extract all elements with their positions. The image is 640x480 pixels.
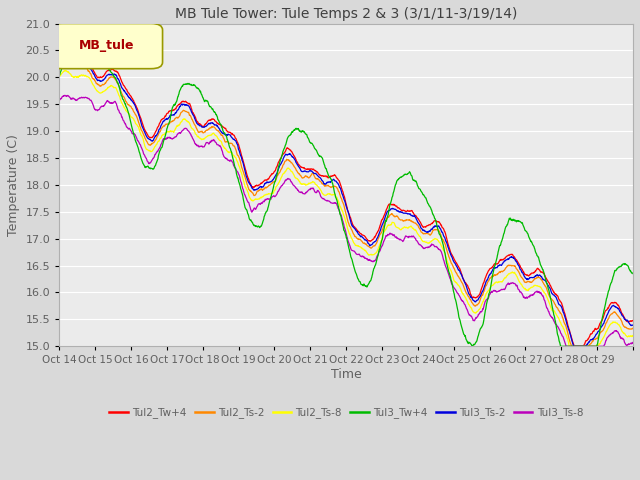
Tul3_Ts-2 — [482, 280, 490, 286]
Tul3_Ts-8 — [56, 97, 63, 103]
Tul3_Tw+4 — [145, 165, 153, 171]
Tul3_Tw+4 — [80, 32, 88, 38]
Tul3_Ts-8 — [145, 160, 153, 166]
Tul2_Ts-8 — [629, 334, 637, 339]
Tul2_Ts-2 — [61, 60, 68, 65]
Tul2_Tw+4 — [623, 318, 630, 324]
Line: Tul3_Tw+4: Tul3_Tw+4 — [60, 35, 633, 346]
Legend: Tul2_Tw+4, Tul2_Ts-2, Tul2_Ts-8, Tul3_Tw+4, Tul3_Ts-2, Tul3_Ts-8: Tul2_Tw+4, Tul2_Ts-2, Tul2_Ts-8, Tul3_Tw… — [105, 403, 588, 422]
Tul2_Ts-2 — [623, 324, 630, 330]
Tul2_Ts-2 — [56, 65, 63, 71]
Tul2_Tw+4 — [482, 274, 490, 280]
Tul2_Ts-2 — [568, 343, 575, 349]
Tul2_Ts-2 — [482, 283, 490, 288]
Tul3_Ts-2 — [56, 61, 63, 67]
Tul3_Tw+4 — [557, 343, 564, 349]
Tul2_Tw+4 — [629, 317, 637, 323]
Tul3_Ts-2 — [332, 178, 339, 184]
Tul2_Tw+4 — [566, 329, 573, 335]
Tul3_Tw+4 — [321, 162, 328, 168]
Tul3_Ts-2 — [566, 330, 573, 336]
Tul3_Tw+4 — [566, 343, 574, 349]
Tul3_Ts-8 — [629, 340, 637, 346]
Title: MB Tule Tower: Tule Temps 2 & 3 (3/1/11-3/19/14): MB Tule Tower: Tule Temps 2 & 3 (3/1/11-… — [175, 7, 517, 21]
Tul3_Ts-8 — [61, 93, 68, 98]
Tul2_Ts-2 — [629, 326, 637, 332]
Tul3_Ts-8 — [321, 197, 328, 203]
Tul2_Ts-8 — [482, 292, 490, 298]
Tul3_Ts-8 — [623, 342, 630, 348]
Tul3_Ts-2 — [321, 180, 328, 186]
Tul3_Ts-8 — [482, 298, 490, 304]
Tul3_Tw+4 — [332, 194, 339, 200]
Tul2_Tw+4 — [145, 134, 153, 140]
Tul3_Tw+4 — [56, 71, 63, 76]
Line: Tul2_Ts-2: Tul2_Ts-2 — [60, 62, 633, 346]
Tul3_Ts-2 — [570, 343, 578, 349]
Line: Tul2_Tw+4: Tul2_Tw+4 — [60, 51, 633, 346]
Line: Tul3_Ts-8: Tul3_Ts-8 — [60, 96, 633, 346]
FancyBboxPatch shape — [51, 24, 163, 69]
Tul3_Tw+4 — [629, 271, 637, 276]
Tul2_Ts-8 — [623, 333, 630, 339]
Line: Tul2_Ts-8: Tul2_Ts-8 — [60, 71, 633, 346]
Tul2_Ts-2 — [332, 183, 339, 189]
Tul3_Ts-2 — [63, 54, 71, 60]
Tul2_Tw+4 — [56, 54, 63, 60]
Tul2_Tw+4 — [63, 48, 70, 54]
Tul3_Ts-2 — [145, 136, 153, 142]
Tul3_Ts-8 — [563, 343, 570, 349]
Text: MB_tule: MB_tule — [79, 38, 134, 52]
Tul3_Ts-8 — [332, 201, 339, 206]
Tul2_Ts-2 — [566, 338, 573, 344]
Y-axis label: Temperature (C): Temperature (C) — [7, 134, 20, 236]
Tul2_Tw+4 — [332, 173, 339, 179]
Tul2_Ts-8 — [56, 73, 63, 79]
X-axis label: Time: Time — [331, 368, 362, 381]
Tul2_Ts-8 — [321, 192, 328, 198]
Tul2_Ts-2 — [145, 142, 153, 148]
Tul2_Ts-8 — [145, 147, 153, 153]
Tul3_Tw+4 — [623, 262, 630, 267]
Tul2_Ts-8 — [61, 68, 69, 73]
Tul3_Ts-8 — [566, 343, 574, 349]
Tul2_Tw+4 — [321, 173, 328, 179]
Tul3_Ts-2 — [623, 318, 630, 324]
Tul3_Ts-2 — [629, 323, 637, 328]
Line: Tul3_Ts-2: Tul3_Ts-2 — [60, 57, 633, 346]
Tul2_Ts-2 — [321, 183, 328, 189]
Tul2_Ts-8 — [332, 193, 339, 199]
Tul2_Tw+4 — [570, 343, 578, 349]
Tul2_Ts-8 — [566, 343, 574, 349]
Tul3_Tw+4 — [482, 306, 490, 312]
Tul2_Ts-8 — [566, 343, 573, 349]
